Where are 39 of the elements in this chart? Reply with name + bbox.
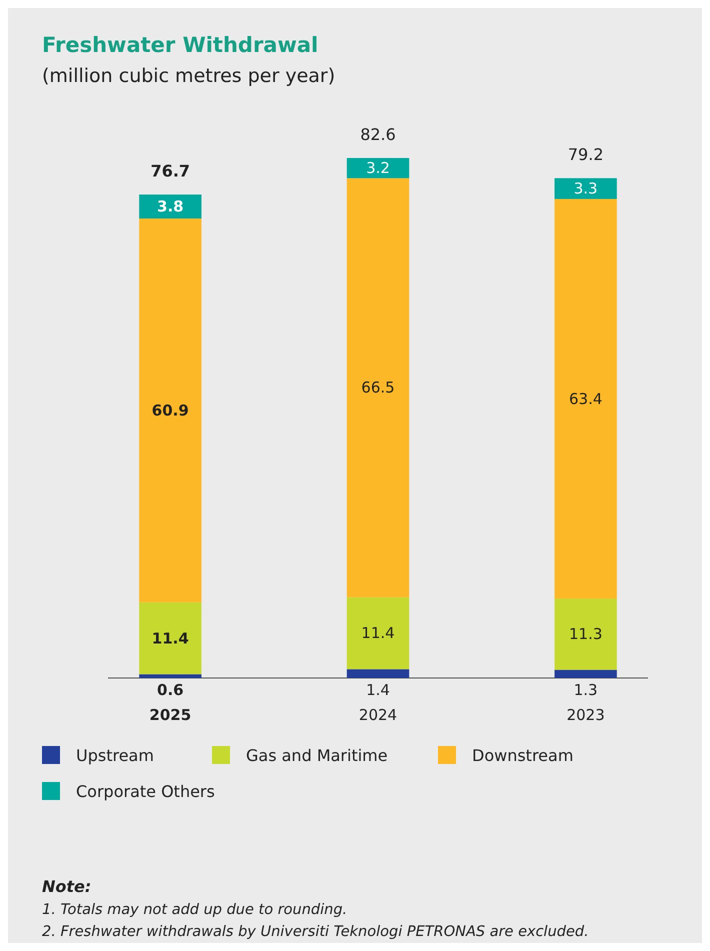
bar <box>139 218 202 602</box>
legend-label: Gas and Maritime <box>246 746 388 765</box>
x-tick-label: 2024 <box>358 706 398 724</box>
data-label: 66.5 <box>361 378 395 397</box>
legend-label: Upstream <box>76 746 154 765</box>
bar <box>346 669 410 678</box>
bar <box>346 597 410 670</box>
data-label: 1.3 <box>574 681 598 699</box>
text: 2. Freshwater withdrawals by Universiti Teknologi PETRONAS are excluded. <box>42 924 589 940</box>
legend-label: Downstream <box>472 746 574 765</box>
bar <box>346 158 410 178</box>
data-label: 1.4 <box>366 681 390 699</box>
bar <box>554 670 617 678</box>
total-label: 76.7 <box>150 162 190 181</box>
data-label: 11.3 <box>568 625 602 644</box>
chart-title: Freshwater Withdrawal <box>42 33 318 57</box>
bar <box>139 194 202 219</box>
data-label: 60.9 <box>152 401 189 420</box>
data-label: 11.4 <box>361 624 395 642</box>
bar <box>554 178 617 199</box>
x-tick-label: 2023 <box>566 706 605 724</box>
bar <box>554 198 617 599</box>
data-label: 11.4 <box>152 629 189 648</box>
legend-label: Corporate Others <box>76 782 215 801</box>
chart-subtitle: (million cubic metres per year) <box>42 65 336 87</box>
data-label: 3.8 <box>157 198 184 216</box>
bar <box>346 178 410 598</box>
bar <box>139 674 202 678</box>
data-label: 3.3 <box>574 180 598 198</box>
data-label: 63.4 <box>568 390 602 408</box>
x-tick-label: 2025 <box>149 706 192 724</box>
bar <box>139 602 202 674</box>
bar <box>554 598 617 670</box>
data-label: 0.6 <box>157 681 184 699</box>
total-label: 82.6 <box>360 125 396 144</box>
text: Note: <box>42 877 92 896</box>
total-label: 79.2 <box>568 145 604 164</box>
data-label: 3.2 <box>366 159 390 178</box>
text: 1. Totals may not add up due to rounding. <box>42 902 348 918</box>
